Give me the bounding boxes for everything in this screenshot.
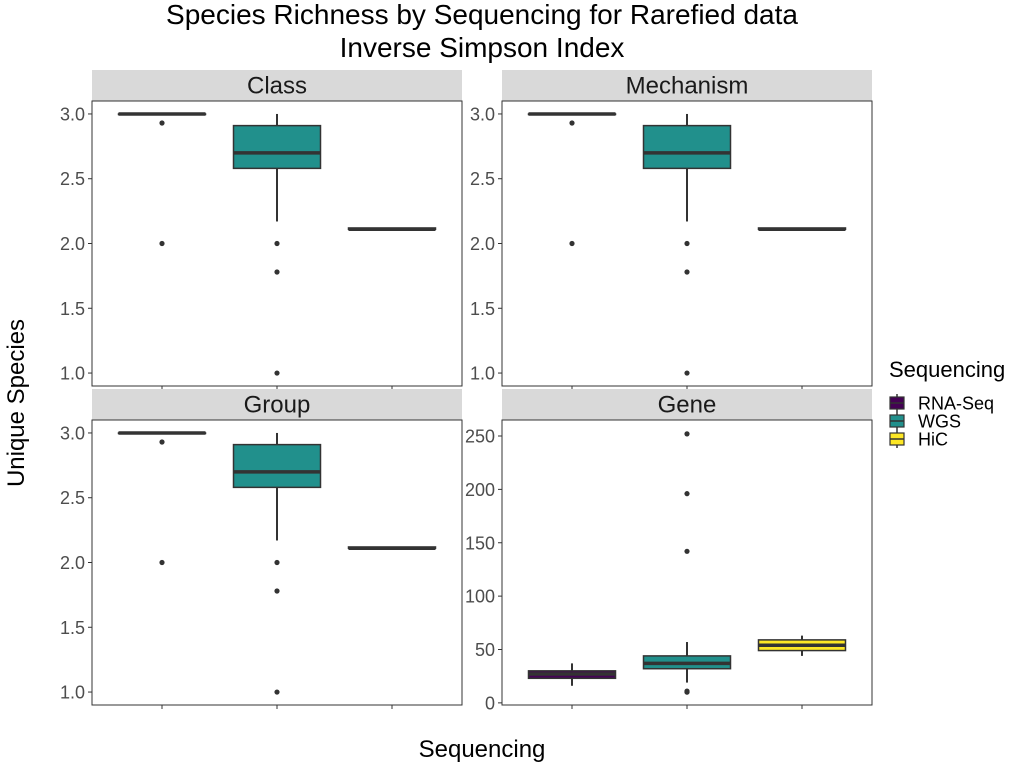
y-axis-title: Unique Species (3, 319, 30, 487)
facet-strip-label-group: Group (244, 392, 311, 419)
outlier-point (159, 120, 165, 126)
outlier-point (159, 240, 165, 247)
outlier-point (569, 240, 575, 247)
outlier-point (684, 240, 690, 247)
y-tick-label-gene: 250 (465, 427, 495, 447)
facet-strip-mechanism (502, 70, 872, 101)
outlier-point (274, 689, 280, 695)
box-group-wgs (232, 432, 322, 695)
box-group-hic (347, 546, 437, 550)
box-body (232, 443, 322, 489)
box-gene-wgs (642, 431, 732, 695)
y-tick-label-mechanism: 1.0 (470, 364, 495, 384)
outlier-point (274, 588, 280, 594)
y-tick-label-gene: 0 (485, 693, 495, 713)
legend-label-hic: HiC (918, 430, 948, 450)
facet-strip-label-mechanism: Mechanism (626, 73, 749, 100)
facet-panels: Class 1.0 1.5 2.0 2.5 3.0 Mechanism 1.0 1.5 2.0 2.… (60, 70, 873, 713)
y-tick-label-gene: 150 (465, 533, 495, 553)
legend-item-hic: HiC (889, 430, 948, 450)
legend-label-wgs: WGS (918, 412, 961, 432)
y-tick-label-class: 2.0 (60, 234, 85, 254)
chart-subtitle: Inverse Simpson Index (340, 32, 625, 63)
box-group-rna-seq (117, 431, 207, 566)
outlier-point (159, 559, 165, 566)
box-gene-hic (757, 635, 847, 656)
y-tick-label-gene: 200 (465, 480, 495, 500)
legend-item-rna-seq: RNA-Seq (889, 394, 994, 414)
legend-title: Sequencing (889, 357, 1005, 382)
facet-group: Group 1.0 1.5 2.0 2.5 3.0 (60, 389, 463, 709)
y-tick-label-gene: 100 (465, 587, 495, 607)
outlier-point (569, 120, 575, 126)
y-tick-label-class: 3.0 (60, 104, 85, 124)
y-tick-label-group: 1.0 (60, 683, 85, 703)
box-gene-rna-seq (527, 663, 617, 686)
y-tick-label-mechanism: 2.0 (470, 234, 495, 254)
box-class-hic (347, 227, 437, 231)
facet-strip-class (92, 70, 462, 101)
box-class-wgs (232, 113, 322, 376)
y-tick-label-class: 1.5 (60, 299, 85, 319)
legend-item-wgs: WGS (889, 412, 961, 432)
y-tick-label-mechanism: 3.0 (470, 104, 495, 124)
outlier-point (684, 269, 690, 275)
outlier-point (274, 240, 280, 247)
y-tick-label-group: 3.0 (60, 423, 85, 443)
box-mechanism-wgs (642, 113, 732, 376)
outlier-point (274, 370, 280, 376)
box-body (232, 124, 322, 170)
facet-class: Class 1.0 1.5 2.0 2.5 3.0 (60, 70, 463, 390)
box-body (642, 124, 732, 170)
outlier-point (684, 370, 690, 376)
outlier-point (684, 431, 690, 437)
y-tick-label-group: 2.5 (60, 488, 85, 508)
box-class-rna-seq (117, 112, 207, 247)
facet-mechanism: Mechanism 1.0 1.5 2.0 2.5 3.0 (470, 70, 873, 390)
y-tick-label-group: 1.5 (60, 618, 85, 638)
y-tick-label-class: 1.0 (60, 364, 85, 384)
box-mechanism-rna-seq (527, 112, 617, 247)
facet-gene: Gene 0 50 100 150 200 250 (465, 389, 873, 713)
facet-strip-label-gene: Gene (658, 392, 717, 419)
outlier-point (274, 269, 280, 275)
y-tick-label-group: 2.0 (60, 553, 85, 573)
facet-strip-gene (502, 389, 872, 420)
outlier-point (274, 559, 280, 566)
y-tick-label-class: 2.5 (60, 169, 85, 189)
outlier-point (684, 689, 690, 695)
outlier-point (159, 439, 165, 445)
facet-strip-label-class: Class (247, 73, 307, 100)
box-mechanism-hic (757, 227, 847, 231)
y-tick-label-gene: 50 (475, 640, 495, 660)
legend-label-rna-seq: RNA-Seq (918, 394, 994, 414)
facet-strip-group (92, 389, 462, 420)
outlier-point (684, 548, 690, 554)
x-axis-title: Sequencing (419, 736, 546, 763)
chart-title: Species Richness by Sequencing for Raref… (166, 0, 798, 30)
outlier-point (684, 491, 690, 497)
y-tick-label-mechanism: 1.5 (470, 299, 495, 319)
y-tick-label-mechanism: 2.5 (470, 169, 495, 189)
